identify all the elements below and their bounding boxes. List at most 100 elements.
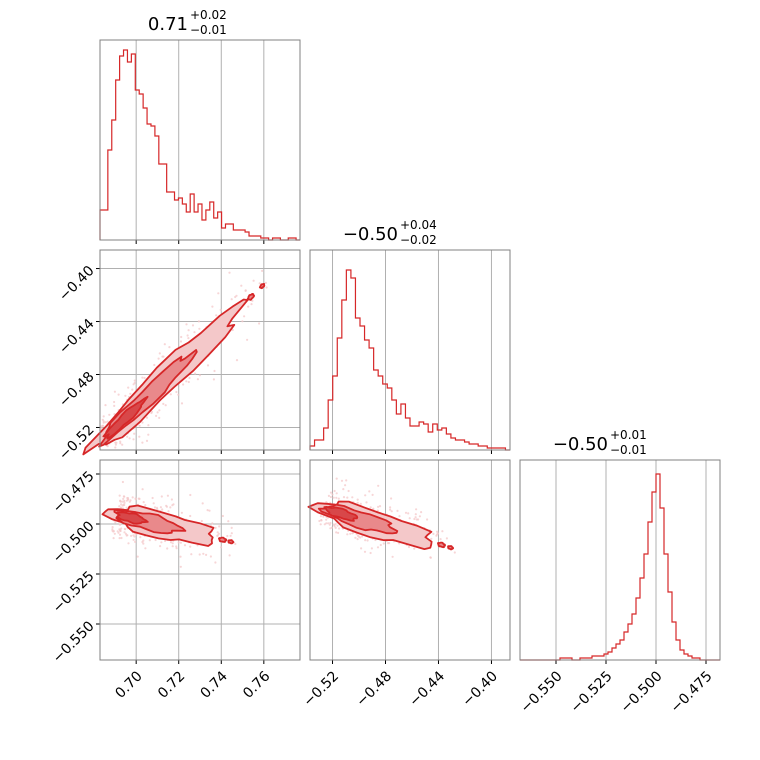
scatter-point	[209, 555, 212, 558]
scatter-point	[190, 553, 193, 556]
scatter-point	[435, 534, 438, 537]
scatter-point	[376, 546, 380, 549]
scatter-point	[156, 411, 159, 414]
scatter-point	[128, 437, 131, 440]
scatter-point	[187, 337, 190, 340]
scatter-point	[145, 439, 149, 442]
scatter-point	[141, 441, 144, 444]
x-tick-label: −0.40	[459, 668, 501, 710]
scatter-point	[125, 506, 128, 509]
scatter-point	[389, 508, 392, 511]
scatter-point	[119, 442, 122, 445]
scatter-point	[124, 394, 127, 397]
x-tick-label: 0.74	[198, 668, 231, 701]
scatter-point	[118, 533, 122, 536]
scatter-point	[220, 546, 223, 549]
scatter-point	[363, 550, 367, 553]
scatter-point	[325, 522, 328, 525]
scatter-point	[151, 496, 154, 500]
scatter-point	[356, 498, 359, 501]
scatter-point	[329, 491, 333, 494]
x-tick-label: −0.48	[353, 668, 395, 710]
x-tick-label: −0.44	[406, 668, 448, 710]
scatter-point	[414, 513, 417, 516]
scatter-point	[364, 494, 367, 497]
scatter-point	[147, 433, 150, 436]
scatter-point	[118, 505, 121, 508]
scatter-point	[147, 424, 150, 427]
scatter-point	[230, 298, 233, 301]
scatter-point	[142, 542, 145, 545]
scatter-point	[228, 271, 231, 274]
scatter-point	[376, 509, 379, 512]
scatter-point	[117, 393, 120, 396]
scatter-point	[145, 416, 149, 419]
scatter-point	[166, 547, 169, 550]
x-tick-label: 0.70	[112, 668, 145, 701]
y-tick-label: −0.40	[56, 263, 98, 305]
scatter-point	[171, 504, 174, 507]
scatter-point	[377, 484, 380, 487]
scatter-point	[188, 376, 191, 380]
scatter-point	[335, 492, 338, 495]
scatter-point	[243, 315, 246, 318]
scatter-point	[356, 501, 359, 504]
scatter-point	[171, 545, 174, 548]
scatter-point	[168, 346, 171, 349]
histogram-step-line	[520, 473, 720, 661]
scatter-point	[163, 343, 166, 346]
scatter-point	[104, 404, 107, 407]
scatter-point	[201, 502, 204, 505]
scatter-point	[154, 538, 157, 542]
contour-island	[447, 545, 455, 551]
scatter-panel-2-vs-3: −0.52 −0.48 −0.44 −0.40	[300, 459, 511, 710]
plot-frame	[99, 39, 301, 241]
scatter-point	[156, 508, 159, 511]
scatter-point	[413, 517, 416, 521]
scatter-point	[123, 499, 126, 503]
scatter-point	[404, 511, 408, 514]
scatter-point	[218, 525, 221, 528]
scatter-point	[250, 303, 253, 306]
plot-frame	[99, 249, 301, 451]
histogram-step-line	[99, 49, 300, 241]
scatter-point	[131, 388, 134, 391]
scatter-point	[112, 530, 115, 533]
scatter-point	[132, 438, 135, 441]
scatter-point	[398, 515, 401, 518]
scatter-point	[118, 537, 121, 540]
contour-island	[246, 292, 256, 301]
scatter-point	[364, 539, 367, 542]
scatter-point	[334, 522, 337, 526]
scatter-point	[415, 508, 418, 511]
scatter-point	[414, 516, 417, 519]
panel-title: −0.50	[343, 224, 398, 245]
scatter-point	[170, 498, 173, 501]
scatter-point	[327, 522, 330, 525]
scatter-point	[196, 378, 199, 381]
scatter-point	[436, 530, 439, 533]
scatter-point	[216, 534, 219, 537]
scatter-point	[345, 479, 348, 482]
scatter-point	[126, 496, 129, 500]
scatter-point	[171, 542, 174, 545]
scatter-point	[244, 289, 247, 292]
scatter-point	[322, 515, 325, 518]
scatter-point	[179, 541, 182, 544]
scatter-point	[116, 530, 119, 533]
histogram-panel-3: −0.550 −0.525 −0.500 −0.475 −0.50 +0.01−0.01	[518, 428, 721, 716]
scatter-point	[453, 551, 456, 554]
scatter-point	[346, 496, 349, 499]
scatter-point	[189, 493, 192, 497]
scatter-point	[152, 502, 155, 505]
panel-title-lower-error: −0.01	[610, 443, 647, 457]
scatter-point	[141, 376, 144, 379]
scatter-point	[335, 531, 338, 534]
scatter-point	[127, 386, 130, 389]
scatter-point	[334, 526, 337, 530]
scatter-point	[374, 538, 377, 542]
scatter-point	[361, 535, 364, 538]
scatter-point	[113, 400, 116, 404]
scatter-point	[349, 532, 352, 535]
